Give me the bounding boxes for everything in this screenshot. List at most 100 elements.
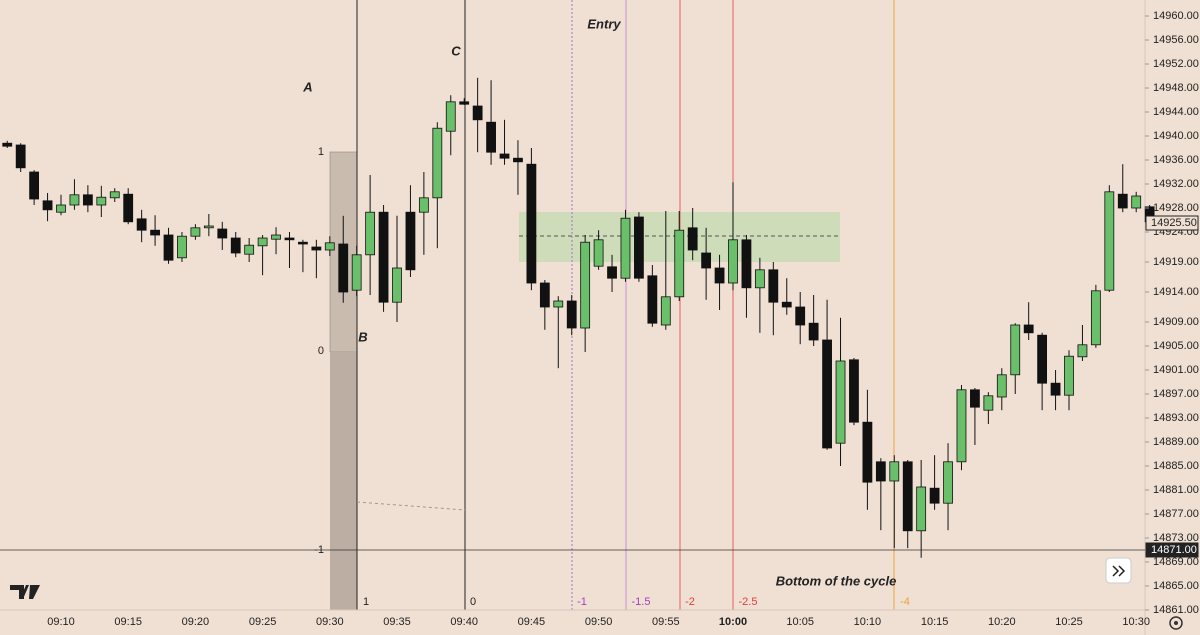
candle-body [647,275,658,324]
candle-body [244,244,255,255]
candle-body [190,227,201,237]
candle-body [607,266,617,279]
x-tick-label: 10:00 [719,616,747,628]
y-tick-label: 14919.00 [1153,256,1199,268]
x-tick-label: 09:10 [47,616,75,628]
candle-body [781,301,792,308]
candle-body [849,359,859,423]
candle-body [432,127,443,199]
x-tick-label: 10:30 [1122,616,1150,628]
y-tick-label: 14881.00 [1153,484,1199,496]
x-tick-label: 09:20 [182,616,210,628]
candle-body [459,101,470,105]
y-tick-label: 14948.00 [1153,82,1199,94]
candle-body [943,461,953,504]
y-tick-label: 14905.00 [1153,340,1199,352]
y-tick-label: 14889.00 [1153,436,1199,448]
x-tick-label: 09:45 [518,616,546,628]
candle-body [674,229,685,298]
candle-body [754,269,765,289]
y-tick-label: 14928.00 [1153,202,1199,214]
candle-body [150,229,160,236]
candle-body [822,339,832,449]
candle-body [714,267,725,284]
level-label: 0 [470,596,476,608]
candle-body [620,217,631,279]
x-tick-label: 09:40 [450,616,478,628]
y-tick-label: 14952.00 [1153,58,1199,70]
x-tick-label: 10:05 [786,616,814,628]
candle-body [539,282,550,308]
y-tick-label: 14960.00 [1153,10,1199,22]
candle-body [378,211,389,303]
candle-body [808,322,819,341]
level-label: -1 [577,596,587,608]
logo [10,585,40,599]
candle-body [298,241,308,245]
candle-body [1077,344,1088,358]
candle-body [983,395,994,411]
candle-body [271,234,281,240]
candle-body [634,216,644,279]
candle-body [324,242,335,251]
y-tick-label: 14909.00 [1153,316,1199,328]
trend-line [356,501,466,511]
y-tick-label: 14897.00 [1153,388,1199,400]
candle-body [365,211,376,256]
candle-body [392,267,402,303]
candle-body [1090,290,1101,346]
candle-body [418,197,429,213]
candle-body [1104,191,1115,291]
candle-body [82,194,93,206]
y-tick-label: 14901.00 [1153,364,1199,376]
y-tick-label: 14865.00 [1153,580,1199,592]
candle-body [284,237,295,241]
candle-body [1117,193,1128,209]
candle-body [593,239,604,267]
annotation: B [358,329,367,344]
y-tick-label: 14861.00 [1153,604,1199,616]
candle-body [835,360,846,444]
candle-body [795,306,806,326]
y-tick-label: 14893.00 [1153,412,1199,424]
fib-level: 0 [318,345,324,357]
fib-level: 1 [318,146,324,158]
level-label: 1 [363,596,369,608]
candle-body [580,241,591,329]
y-tick-label: 14869.00 [1153,556,1199,568]
candle-body [1023,324,1034,334]
candle-body [728,239,738,284]
candle-body [1050,382,1061,396]
x-tick-label: 09:15 [114,616,142,628]
y-tick-label: 14940.00 [1153,130,1199,142]
candle-body [42,200,53,211]
candle-body [69,194,80,206]
candle-body [499,153,510,159]
y-tick-label: 14877.00 [1153,508,1199,520]
scroll-button[interactable] [1105,557,1132,584]
x-tick-label: 09:35 [383,616,411,628]
candle-body [15,144,26,169]
candle-body [257,237,268,247]
candle-body [96,196,107,206]
candle-body [741,239,752,289]
candle-body [203,225,214,229]
candle-body [338,243,349,293]
candles [2,77,1155,558]
candle-body [768,269,779,303]
candle-body [553,300,564,308]
x-tick-label: 10:20 [988,616,1016,628]
candle-body [862,421,873,483]
x-tick-label: 09:55 [652,616,680,628]
price-tag [1145,542,1199,558]
level-label: -4 [900,596,910,608]
annotation: C [451,43,461,58]
x-tick-label: 09:50 [585,616,613,628]
annotation: Entry [587,16,621,31]
settings-button[interactable] [1169,616,1183,630]
candle-body [177,235,187,259]
price-tag-label: 14871.00 [1151,544,1197,556]
candle-body [109,191,120,199]
candle-body [889,461,900,482]
